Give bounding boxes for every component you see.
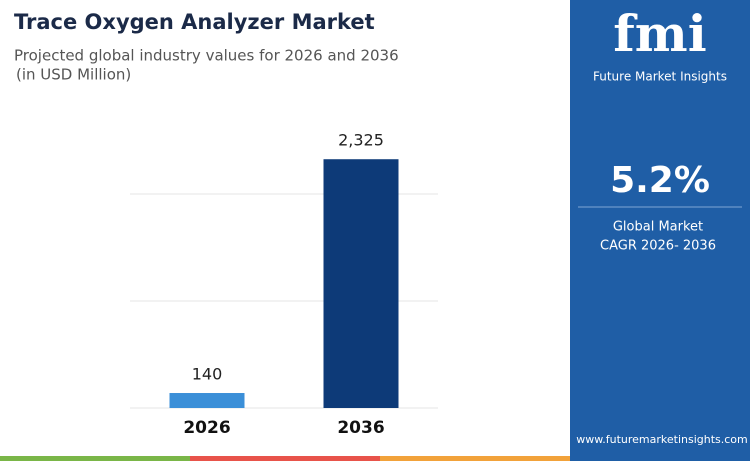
stripe: [570, 456, 750, 461]
cagr-label: CAGR 2026- 2036: [600, 239, 716, 254]
bar: [169, 393, 245, 408]
cagr-value: 5.2%: [610, 160, 710, 201]
value-label: 140: [192, 365, 223, 384]
sidebar-panel: [570, 0, 750, 456]
chart-title: Trace Oxygen Analyzer Market: [14, 10, 375, 34]
company-name: Future Market Insights: [593, 70, 727, 84]
value-label: 2,325: [338, 131, 384, 150]
unit-note: (in USD Million): [16, 66, 131, 84]
x-tick-label: 2026: [183, 418, 230, 438]
stripe: [380, 456, 570, 461]
x-tick-label: 2036: [337, 418, 384, 438]
chart-subtitle: Projected global industry values for 202…: [14, 47, 399, 65]
stripe: [190, 456, 380, 461]
cagr-label: Global Market: [613, 220, 703, 235]
logo: fmi: [613, 4, 706, 63]
stripe: [0, 456, 190, 461]
bar: [323, 159, 399, 408]
website: www.futuremarketinsights.com: [576, 433, 748, 446]
